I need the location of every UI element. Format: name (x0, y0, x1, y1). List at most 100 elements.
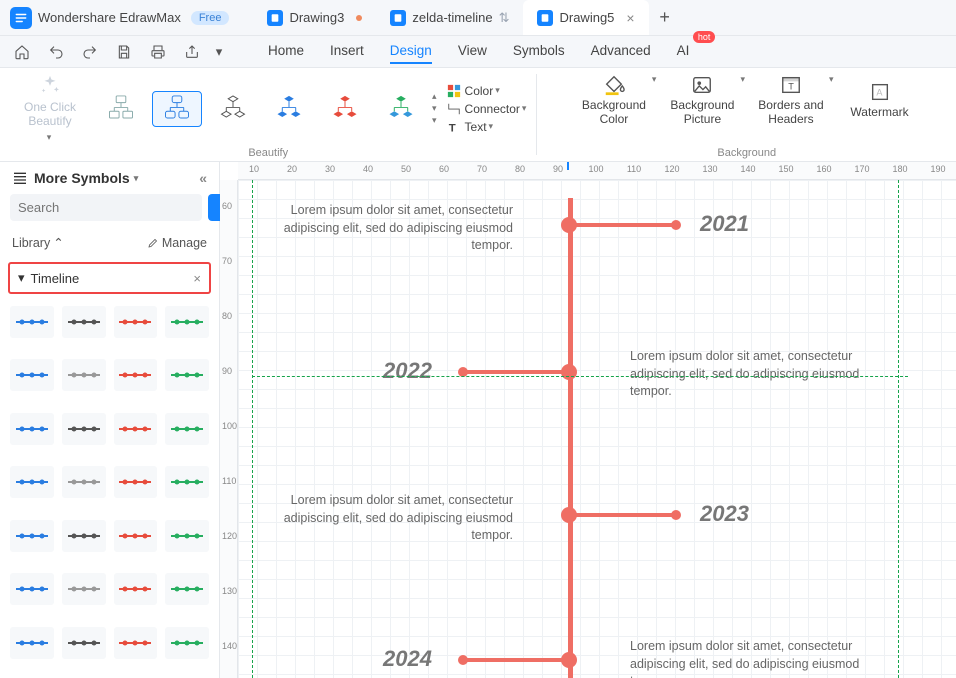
menu-ai-label: AI (677, 43, 690, 58)
timeline-branch[interactable] (463, 370, 568, 374)
timeline-year[interactable]: 2022 (383, 358, 432, 384)
search-input[interactable] (10, 194, 202, 221)
shape-thumb[interactable] (165, 359, 209, 391)
menu-ai[interactable]: AI hot (677, 39, 690, 64)
shape-thumb[interactable] (114, 413, 158, 445)
ruler-tick: 70 (477, 164, 487, 174)
shape-thumb[interactable] (62, 359, 106, 391)
style-preset-3[interactable] (208, 91, 258, 127)
one-click-beautify-button[interactable]: One Click Beautify ▾ (10, 74, 90, 143)
borders-headers-button[interactable]: T Borders and Headers (751, 74, 831, 127)
text-menu[interactable]: TText▾ (447, 119, 527, 135)
chevron-down-icon[interactable]: ▾ (740, 74, 745, 85)
ribbon-group-background: Background Color▾ Background Picture▾ T … (537, 68, 956, 161)
ruler-tick: 160 (816, 164, 831, 174)
shape-thumb[interactable] (165, 306, 209, 338)
style-preset-1[interactable] (96, 91, 146, 127)
close-icon[interactable]: × (626, 10, 634, 26)
shape-thumb[interactable] (62, 520, 106, 552)
timeline-description[interactable]: Lorem ipsum dolor sit amet, consectetur … (258, 492, 513, 545)
ruler-tick: 20 (287, 164, 297, 174)
shape-thumb[interactable] (10, 627, 54, 659)
shape-thumb[interactable] (114, 627, 158, 659)
timeline-branch[interactable] (571, 223, 676, 227)
menu-design[interactable]: Design (390, 39, 432, 64)
timeline-branch-dot[interactable] (458, 655, 468, 665)
menu-symbols[interactable]: Symbols (513, 39, 565, 64)
timeline-description[interactable]: Lorem ipsum dolor sit amet, consectetur … (630, 638, 885, 678)
style-preset-5[interactable] (320, 91, 370, 127)
close-icon[interactable]: × (193, 271, 201, 286)
style-preset-2[interactable] (152, 91, 202, 127)
shape-thumb[interactable] (10, 359, 54, 391)
tab-drawing5[interactable]: Drawing5 × (523, 0, 648, 35)
shape-thumb[interactable] (62, 306, 106, 338)
save-button[interactable] (110, 38, 138, 66)
timeline-year[interactable]: 2021 (700, 211, 749, 237)
shape-thumb[interactable] (114, 573, 158, 605)
shape-thumb[interactable] (10, 306, 54, 338)
svg-text:T: T (788, 82, 794, 92)
timeline-description[interactable]: Lorem ipsum dolor sit amet, consectetur … (630, 348, 885, 401)
style-preset-4[interactable] (264, 91, 314, 127)
scroll-down-icon[interactable]: ▾ (432, 103, 437, 114)
manage-button[interactable]: Manage (147, 235, 207, 250)
shape-thumb[interactable] (10, 413, 54, 445)
shape-thumb[interactable] (62, 573, 106, 605)
quick-more-button[interactable]: ▾ (212, 38, 226, 66)
connector-menu[interactable]: Connector▾ (447, 101, 527, 117)
collapse-sidebar-icon[interactable]: « (199, 170, 207, 186)
shape-thumb[interactable] (62, 413, 106, 445)
shape-thumb[interactable] (114, 520, 158, 552)
timeline-description[interactable]: Lorem ipsum dolor sit amet, consectetur … (258, 202, 513, 255)
color-menu[interactable]: Color▾ (447, 83, 527, 99)
share-button[interactable] (178, 38, 206, 66)
style-preset-6[interactable] (376, 91, 426, 127)
chevron-down-icon[interactable]: ▾ (652, 74, 657, 85)
redo-button[interactable] (76, 38, 104, 66)
shape-thumb[interactable] (10, 573, 54, 605)
shape-thumb[interactable] (165, 573, 209, 605)
category-timeline[interactable]: ▾ Timeline × (8, 262, 211, 294)
new-tab-button[interactable]: + (649, 0, 681, 35)
shape-thumb[interactable] (10, 466, 54, 498)
shape-thumb[interactable] (165, 466, 209, 498)
more-symbols-header[interactable]: More Symbols▾ « (0, 162, 219, 194)
home-button[interactable] (8, 38, 36, 66)
app-logo-icon (10, 7, 32, 29)
menu-advanced[interactable]: Advanced (591, 39, 651, 64)
timeline-branch-dot[interactable] (671, 510, 681, 520)
tab-drawing3[interactable]: Drawing3 (253, 0, 376, 35)
expand-gallery-icon[interactable]: ▾ (432, 115, 437, 126)
scroll-up-icon[interactable]: ▴ (432, 91, 437, 102)
shape-thumb[interactable] (165, 520, 209, 552)
timeline-branch-dot[interactable] (671, 220, 681, 230)
timeline-branch[interactable] (463, 658, 568, 662)
watermark-button[interactable]: A Watermark (840, 81, 920, 119)
menu-view[interactable]: View (458, 39, 487, 64)
shape-thumb[interactable] (114, 466, 158, 498)
shape-thumb[interactable] (62, 466, 106, 498)
tab-zelda-timeline[interactable]: zelda-timeline ⇅ (376, 0, 523, 35)
print-button[interactable] (144, 38, 172, 66)
shape-thumb[interactable] (10, 520, 54, 552)
library-toggle[interactable]: Library ⌃ (12, 235, 64, 250)
shape-thumb[interactable] (114, 359, 158, 391)
timeline-year[interactable]: 2023 (700, 501, 749, 527)
shape-thumb[interactable] (62, 627, 106, 659)
shape-thumb[interactable] (114, 306, 158, 338)
ruler-tick: 130 (702, 164, 717, 174)
canvas[interactable]: 2021 Lorem ipsum dolor sit amet, consecte… (238, 180, 956, 678)
background-picture-button[interactable]: Background Picture (662, 74, 742, 127)
shape-thumb[interactable] (165, 413, 209, 445)
background-color-button[interactable]: Background Color (574, 74, 654, 127)
menu-insert[interactable]: Insert (330, 39, 364, 64)
timeline-axis[interactable] (568, 198, 573, 678)
menu-home[interactable]: Home (268, 39, 304, 64)
undo-button[interactable] (42, 38, 70, 66)
timeline-year[interactable]: 2024 (383, 646, 432, 672)
chevron-down-icon[interactable]: ▾ (829, 74, 834, 85)
timeline-branch[interactable] (571, 513, 676, 517)
shape-thumb[interactable] (165, 627, 209, 659)
sparkle-icon (39, 74, 61, 96)
